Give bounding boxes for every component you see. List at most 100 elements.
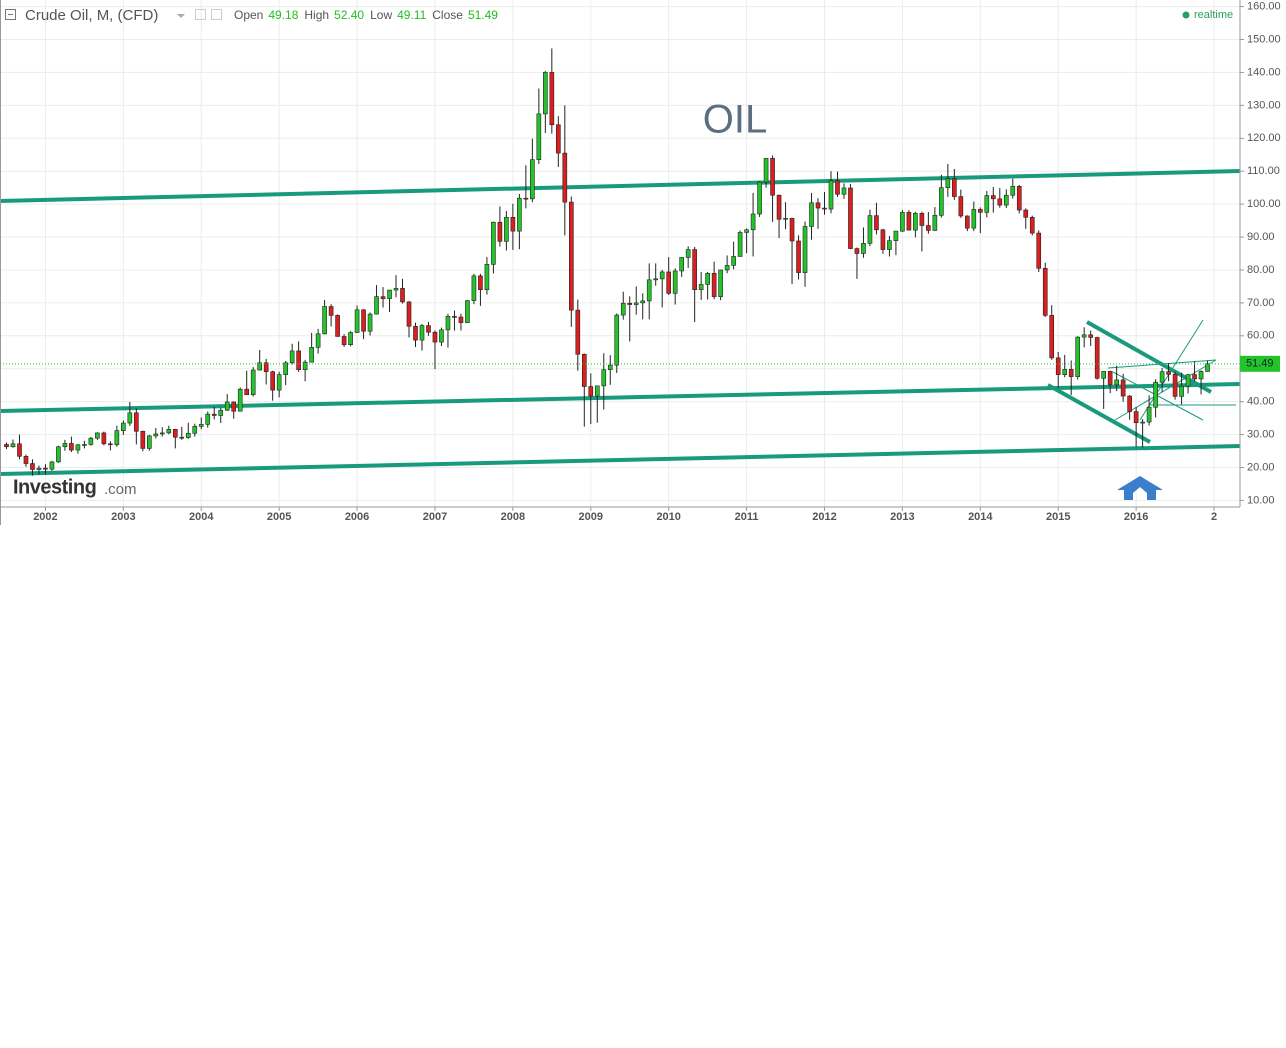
candle-body: [257, 362, 262, 371]
info-label: Close: [432, 8, 463, 22]
candle-body: [82, 444, 87, 446]
info-value: 51.49: [468, 8, 498, 22]
candle-body: [822, 207, 827, 210]
candle-body: [1088, 334, 1093, 338]
candle-body: [400, 288, 405, 303]
candle-body: [140, 430, 146, 449]
candle-body: [809, 202, 814, 227]
candle-body: [198, 424, 204, 427]
candle-body: [43, 467, 48, 470]
candle-body: [1081, 334, 1087, 338]
arrow-icon: [1117, 476, 1163, 500]
y-tick-label: 10.00: [1247, 494, 1275, 506]
candle-body: [374, 296, 379, 315]
candle-body: [913, 213, 918, 231]
candle-body: [659, 271, 665, 280]
candle-body: [426, 325, 431, 333]
candle-body: [95, 432, 100, 439]
candle-body: [588, 386, 594, 397]
candle-body: [114, 430, 120, 446]
x-tick-label: 2007: [423, 511, 447, 523]
settings-icon[interactable]: [195, 9, 206, 20]
x-tick-label: 2010: [656, 511, 680, 523]
candle-body: [153, 433, 159, 437]
candle-body: [646, 279, 652, 302]
candle-body: [562, 152, 568, 203]
candle-body: [491, 221, 496, 265]
trendline: [1112, 371, 1204, 421]
y-tick-label: 160.00: [1247, 0, 1281, 12]
y-tick-label: 30.00: [1247, 428, 1275, 440]
candle-body: [439, 329, 444, 343]
candle-body: [10, 443, 16, 448]
trendline: [1139, 319, 1204, 421]
candle-body: [341, 336, 347, 345]
candle-body: [367, 313, 373, 332]
last-price-box: [1240, 355, 1280, 372]
candle-body: [530, 159, 535, 200]
candle-body: [945, 178, 951, 188]
y-tick-label: 20.00: [1247, 461, 1275, 473]
candle-body: [1023, 209, 1029, 218]
candle-body: [108, 443, 113, 446]
candle-body: [218, 409, 224, 416]
candle-body: [731, 256, 736, 266]
grid: [0, 0, 1240, 507]
x-tick-label: 2: [1211, 511, 1217, 523]
candle-body: [718, 269, 723, 297]
candle-body: [1029, 216, 1035, 234]
x-tick-label: 2009: [579, 511, 603, 523]
candle-body: [932, 215, 938, 231]
y-tick-label: 80.00: [1247, 264, 1275, 276]
candle-body: [387, 289, 392, 299]
candle-body: [536, 113, 542, 160]
x-tick-label: 2015: [1046, 511, 1070, 523]
status: realtime: [1194, 9, 1233, 21]
candle-body: [315, 333, 321, 348]
ohlc-info: Open 49.18 High 52.40 Low 49.11 Close 51.49: [234, 8, 498, 22]
candle-body: [835, 180, 840, 195]
candle-body: [796, 240, 801, 273]
candle-body: [458, 316, 464, 323]
candle-body: [283, 362, 288, 375]
x-tick-label: 2013: [890, 511, 914, 523]
candle-body: [965, 215, 970, 229]
collapse-icon[interactable]: [5, 9, 16, 20]
candle-body: [1062, 369, 1068, 375]
dropdown-icon[interactable]: [177, 14, 185, 18]
candle-body: [497, 221, 503, 242]
candle-body: [685, 249, 691, 258]
candle-body: [1179, 385, 1184, 397]
candle-body: [1120, 379, 1126, 397]
candle-body: [783, 217, 788, 220]
candle-body: [919, 213, 925, 226]
candle-body: [88, 437, 94, 445]
candle-body: [348, 332, 353, 345]
candle-body: [36, 467, 42, 470]
candle-body: [672, 270, 678, 294]
candle-body: [484, 264, 490, 291]
info-value: 52.40: [334, 8, 364, 22]
symbol-title: Crude Oil, M, (CFD): [25, 7, 158, 24]
info-value: 49.11: [397, 8, 426, 22]
candle-body: [627, 302, 633, 305]
candle-body: [679, 257, 684, 272]
y-tick-label: 110.00: [1247, 165, 1280, 177]
candle-body: [848, 187, 853, 249]
candle-body: [263, 362, 269, 372]
candle-body: [276, 374, 282, 391]
brand: .com: [104, 481, 137, 498]
candle-body: [1114, 379, 1119, 386]
candle-body: [166, 429, 172, 434]
candle-body: [543, 72, 548, 115]
candle-body: [854, 248, 860, 254]
candle-body: [939, 187, 944, 216]
candle-body: [692, 249, 697, 291]
candle-body: [23, 455, 29, 464]
settings-icon[interactable]: [211, 9, 222, 20]
candle-body: [471, 275, 477, 301]
candle-body: [744, 229, 749, 233]
candle-body: [802, 226, 808, 273]
candle-body: [556, 124, 561, 154]
candle-body: [861, 242, 866, 254]
